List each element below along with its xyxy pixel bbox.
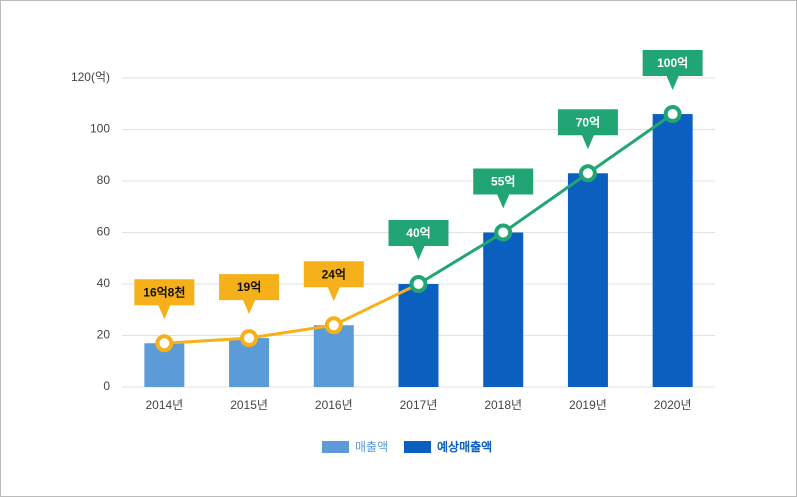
legend-swatch bbox=[404, 441, 431, 453]
callout-label: 40억 bbox=[406, 226, 430, 240]
point-marker bbox=[240, 329, 259, 348]
bar bbox=[652, 114, 693, 388]
x-tick-label: 2016년 bbox=[315, 398, 353, 412]
legend-label: 예상매출액 bbox=[437, 439, 492, 454]
legend-swatch bbox=[322, 441, 349, 453]
trend-line bbox=[164, 282, 420, 345]
point-marker bbox=[663, 105, 682, 124]
x-tick-label: 2018년 bbox=[484, 398, 522, 412]
callout-label: 24억 bbox=[322, 267, 346, 281]
callout-box bbox=[473, 168, 534, 209]
y-tick-label: 120(억) bbox=[71, 70, 110, 84]
callout-label: 19억 bbox=[237, 280, 261, 294]
point-marker bbox=[578, 164, 597, 183]
y-tick-label: 20 bbox=[97, 328, 111, 342]
callout-box bbox=[303, 261, 364, 302]
callout-label: 100억 bbox=[657, 56, 688, 70]
y-tick-label: 40 bbox=[97, 276, 111, 290]
trend-line bbox=[417, 112, 674, 286]
point-marker bbox=[155, 334, 174, 353]
callout-label: 70억 bbox=[576, 115, 600, 129]
callout-box bbox=[388, 220, 449, 260]
callout-box bbox=[642, 50, 703, 91]
y-tick-label: 100 bbox=[90, 122, 110, 136]
point-marker bbox=[324, 316, 343, 335]
x-tick-label: 2014년 bbox=[145, 398, 183, 412]
bar bbox=[483, 232, 524, 387]
x-tick-label: 2019년 bbox=[569, 398, 607, 412]
bar bbox=[567, 173, 608, 387]
callout-box bbox=[557, 109, 618, 150]
legend-label: 매출액 bbox=[355, 440, 388, 454]
callout-box bbox=[134, 279, 195, 320]
x-tick-label: 2015년 bbox=[230, 398, 268, 412]
bar bbox=[398, 284, 439, 387]
y-tick-label: 80 bbox=[97, 173, 111, 187]
bar bbox=[313, 325, 354, 387]
y-tick-label: 60 bbox=[97, 225, 111, 239]
point-marker bbox=[409, 275, 428, 293]
y-tick-label: 0 bbox=[103, 379, 110, 393]
x-tick-label: 2017년 bbox=[400, 398, 438, 412]
point-marker bbox=[494, 223, 513, 242]
callout-label: 55억 bbox=[491, 175, 515, 189]
callout-box bbox=[219, 274, 280, 315]
x-tick-label: 2020년 bbox=[654, 398, 692, 412]
callout-label: 16억8천 bbox=[143, 284, 185, 299]
